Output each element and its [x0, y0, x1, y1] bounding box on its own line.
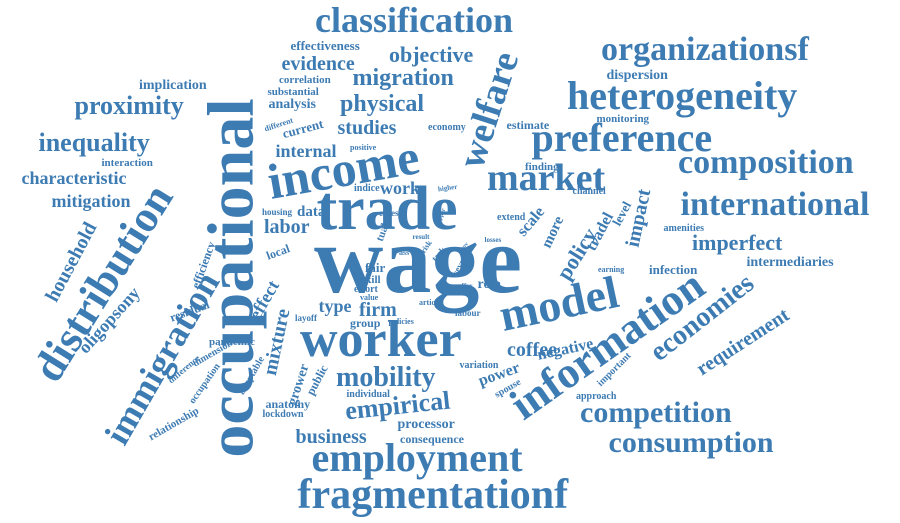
word-type: type: [318, 296, 352, 316]
word-classification: classification: [315, 0, 513, 40]
word-losses: losses: [484, 235, 502, 244]
word-imperfect: imperfect: [692, 230, 783, 255]
word-infection: infection: [649, 261, 698, 277]
word-international: international: [680, 186, 870, 223]
word-approach: approach: [576, 391, 617, 402]
word-processor: processor: [397, 417, 455, 432]
word-evidence: evidence: [281, 53, 355, 75]
word-result: result: [412, 232, 430, 241]
word-internal: internal: [275, 141, 337, 161]
word-wage: wage: [314, 206, 522, 313]
word-composition: composition: [678, 144, 854, 181]
word-local: local: [264, 241, 292, 263]
word-firm: firm: [359, 299, 397, 321]
word-coffee: coffee: [507, 339, 557, 361]
word-migration: migration: [352, 65, 454, 91]
word-data: data: [297, 203, 326, 220]
word-extend: extend: [497, 212, 526, 223]
word-mobility: mobility: [336, 362, 436, 393]
word-monitoring: monitoring: [596, 112, 650, 125]
word-substantial: substantial: [267, 85, 319, 98]
word-ass: ass: [399, 248, 410, 257]
word-mitigation: mitigation: [51, 191, 131, 211]
word-cities: cities: [379, 207, 399, 218]
word-effectiveness: effectiveness: [290, 37, 360, 53]
word-channel: channel: [572, 186, 606, 197]
word-employment: employment: [311, 435, 523, 480]
word-housing: housing: [262, 206, 293, 217]
word-analysis: analysis: [268, 97, 316, 112]
word-labour: labour: [455, 307, 481, 318]
word-objective: objective: [389, 42, 474, 67]
word-offer: offer: [458, 281, 473, 290]
word-studies: studies: [337, 117, 397, 139]
word-interaction: interaction: [101, 156, 153, 169]
word-implication: implication: [139, 78, 207, 93]
word-proximity: proximity: [74, 91, 184, 120]
word-organizationsf: organizationsf: [601, 31, 809, 68]
word-role: role: [477, 277, 501, 292]
word-fragmentationf: fragmentationf: [297, 472, 569, 518]
word-fair: fair: [365, 259, 386, 275]
word-trade: trade: [316, 175, 458, 243]
word-consequence: consequence: [400, 432, 464, 446]
word-individual: individual: [346, 389, 390, 400]
word-group: group: [350, 316, 381, 330]
word-indice: indice: [354, 183, 380, 194]
word-market: market: [487, 157, 606, 199]
word-effort: effort: [354, 284, 378, 295]
word-lockdown: lockdown: [262, 409, 304, 420]
word-positive: positive: [350, 143, 377, 152]
word-consumption: consumption: [608, 426, 774, 459]
word-labor: labor: [264, 216, 310, 238]
word-finding: finding: [525, 160, 559, 173]
word-article: article: [419, 298, 441, 307]
word-variation: variation: [459, 360, 499, 371]
word-estimate: estimate: [506, 118, 550, 132]
word-characteristic: characteristic: [21, 168, 127, 188]
word-business: business: [295, 426, 367, 448]
word-skill: skill: [361, 273, 381, 286]
word-pandemic: pandemic: [209, 335, 255, 348]
word-competition: competition: [580, 396, 732, 429]
word-value: value: [360, 293, 379, 302]
word-heterogeneity: heterogeneity: [567, 73, 798, 118]
word-anatomy: anatomy: [265, 397, 311, 411]
word-correlation: correlation: [279, 73, 331, 86]
word-layoff: layoff: [295, 312, 317, 323]
word-dispersion: dispersion: [606, 68, 668, 83]
word-relationship: relationship: [146, 404, 202, 443]
word-preference: preference: [531, 115, 713, 160]
word-work: work: [380, 178, 420, 198]
word-policies: policies: [388, 317, 414, 326]
word-amenities: amenities: [663, 223, 705, 234]
word-intermediaries: intermediaries: [746, 255, 834, 270]
word-worker: worker: [300, 311, 462, 368]
word-economy: economy: [428, 122, 466, 133]
word-physical: physical: [340, 91, 425, 117]
word-earning: earning: [598, 265, 625, 274]
word-inequality: inequality: [38, 128, 150, 157]
